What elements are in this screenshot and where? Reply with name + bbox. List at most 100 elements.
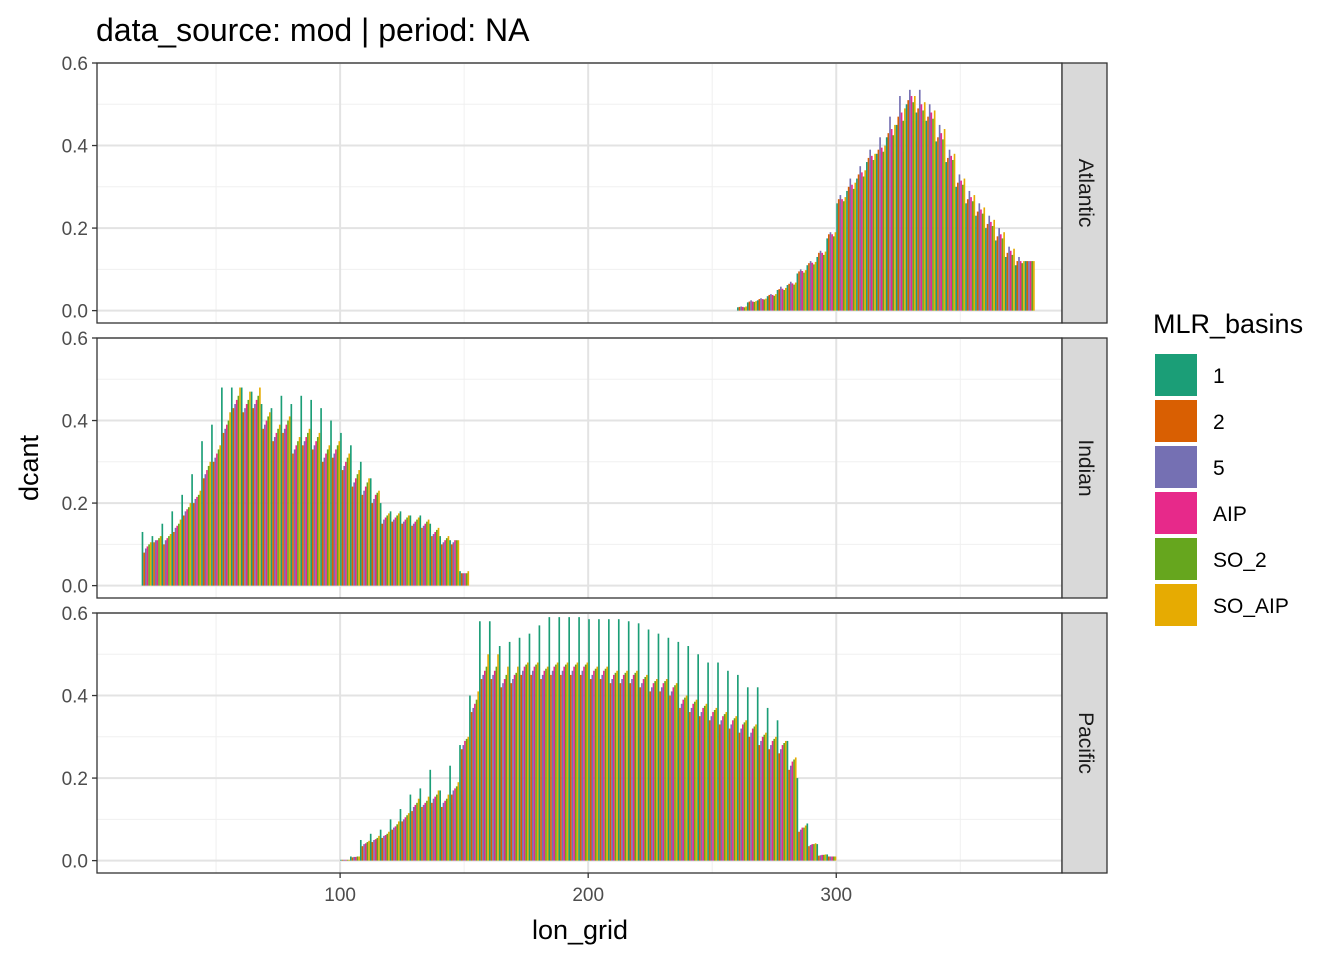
bar-2 bbox=[579, 674, 582, 861]
bar-so_2 bbox=[495, 666, 498, 861]
bar-5 bbox=[789, 281, 792, 311]
bar-aip bbox=[374, 839, 377, 861]
bar-1 bbox=[439, 790, 441, 861]
bar-5 bbox=[879, 137, 881, 311]
bar-5 bbox=[581, 670, 584, 861]
bar-2 bbox=[311, 449, 314, 586]
bar-1 bbox=[469, 695, 471, 861]
y-tick-label: 0.4 bbox=[62, 412, 89, 433]
bar-aip bbox=[741, 306, 744, 311]
bar-so_2 bbox=[674, 685, 676, 861]
panel-indian: 0.0 0.2 0.4 0.6 Indian bbox=[62, 329, 1108, 599]
bar-so_aip bbox=[318, 432, 321, 586]
bar-1 bbox=[1024, 261, 1027, 311]
bar-1 bbox=[608, 619, 610, 861]
bar-so_aip bbox=[874, 153, 876, 311]
bar-5 bbox=[561, 670, 564, 861]
bar-2 bbox=[768, 294, 771, 311]
bar-1 bbox=[221, 387, 223, 586]
bar-1 bbox=[419, 788, 422, 861]
y-tick-label: 0.0 bbox=[62, 302, 88, 323]
bar-so_aip bbox=[626, 670, 628, 861]
bar-5 bbox=[869, 149, 871, 311]
bar-1 bbox=[846, 190, 848, 311]
bar-aip bbox=[335, 449, 337, 586]
bar-aip bbox=[801, 271, 804, 311]
bar-aip bbox=[206, 470, 208, 586]
bar-2 bbox=[371, 842, 374, 861]
bar-so_aip bbox=[646, 674, 648, 861]
bar-aip bbox=[821, 854, 824, 861]
bar-2 bbox=[708, 720, 711, 861]
bar-so_aip bbox=[824, 854, 827, 861]
bar-2 bbox=[867, 157, 870, 311]
facet-label: Pacific bbox=[1074, 712, 1097, 774]
bar-2 bbox=[927, 116, 929, 311]
bar-so_aip bbox=[665, 679, 668, 861]
bar-so_aip bbox=[735, 716, 738, 861]
bar-1 bbox=[1014, 265, 1017, 311]
bar-2 bbox=[937, 137, 939, 311]
bar-5 bbox=[968, 190, 971, 311]
x-tick-label: 200 bbox=[572, 885, 604, 906]
bar-so_aip bbox=[675, 683, 678, 861]
bar-5 bbox=[770, 745, 772, 861]
bar-5 bbox=[194, 498, 197, 586]
bar-2 bbox=[986, 223, 989, 311]
bar-5 bbox=[799, 269, 802, 311]
bar-so_aip bbox=[417, 517, 420, 586]
bar-aip bbox=[702, 707, 704, 861]
bar-so_aip bbox=[854, 182, 857, 311]
bar-so_2 bbox=[565, 664, 567, 861]
bar-so_aip bbox=[765, 298, 767, 311]
bar-2 bbox=[778, 753, 781, 861]
bar-2 bbox=[956, 182, 959, 311]
bar-aip bbox=[632, 674, 635, 861]
bar-5 bbox=[144, 548, 147, 586]
bar-5 bbox=[492, 674, 494, 861]
bar-1 bbox=[548, 617, 551, 861]
bar-so_aip bbox=[467, 736, 470, 861]
bar-2 bbox=[361, 494, 364, 586]
bar-2 bbox=[520, 674, 523, 861]
bar-aip bbox=[593, 670, 595, 861]
bar-so_2 bbox=[346, 859, 349, 861]
bar-5 bbox=[343, 465, 346, 586]
bar-1 bbox=[359, 839, 362, 861]
bar-5 bbox=[631, 679, 633, 861]
bar-aip bbox=[513, 674, 516, 861]
bar-1 bbox=[439, 536, 441, 586]
bar-aip bbox=[483, 670, 486, 861]
bar-aip bbox=[186, 509, 188, 586]
y-tick-label: 0.2 bbox=[62, 769, 88, 790]
bar-1 bbox=[350, 856, 352, 861]
bar-so_2 bbox=[684, 697, 686, 861]
x-tick-label: 100 bbox=[324, 885, 356, 906]
bar-2 bbox=[153, 542, 155, 586]
bar-5 bbox=[1028, 261, 1030, 311]
bar-aip bbox=[940, 133, 943, 311]
bar-1 bbox=[687, 646, 690, 861]
bar-so_2 bbox=[862, 176, 865, 311]
bar-so_2 bbox=[555, 664, 557, 861]
bar-aip bbox=[573, 666, 575, 861]
bar-5 bbox=[541, 674, 544, 861]
y-tick-label: 0.6 bbox=[62, 604, 88, 625]
bar-1 bbox=[766, 296, 769, 311]
bar-so_2 bbox=[942, 139, 944, 311]
bar-5 bbox=[690, 707, 693, 861]
bar-so_aip bbox=[368, 840, 370, 861]
bar-5 bbox=[154, 540, 157, 586]
bar-so_2 bbox=[525, 664, 527, 861]
bar-1 bbox=[538, 625, 541, 861]
bar-5 bbox=[293, 449, 296, 586]
bar-5 bbox=[720, 720, 723, 861]
bar-2 bbox=[847, 186, 850, 311]
bar-so_aip bbox=[497, 654, 499, 861]
bar-5 bbox=[174, 527, 177, 586]
bar-so_aip bbox=[636, 670, 638, 861]
y-tick-label: 0.6 bbox=[62, 329, 88, 350]
bar-1 bbox=[449, 540, 451, 586]
bar-1 bbox=[240, 387, 243, 586]
bar-5 bbox=[839, 195, 842, 311]
